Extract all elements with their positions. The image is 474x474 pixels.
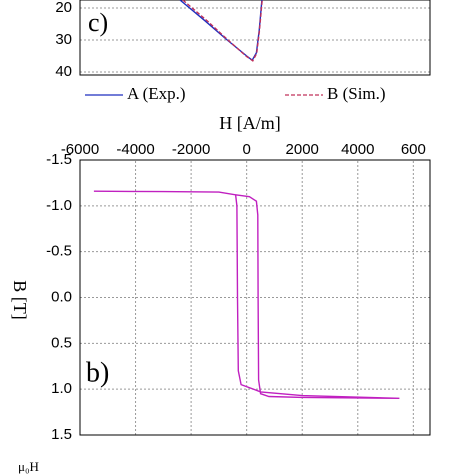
y-tick-label: 0.5 bbox=[51, 334, 72, 351]
x-tick-label: 600 bbox=[401, 141, 426, 158]
legend-label: B (Sim.) bbox=[327, 84, 386, 103]
y-tick-label: 20 bbox=[55, 0, 72, 16]
legend-label: A (Exp.) bbox=[127, 84, 186, 103]
plot-frame bbox=[79, 159, 431, 436]
plot-frame bbox=[79, 0, 431, 76]
x-tick-label: 0 bbox=[242, 141, 250, 158]
plot-lines bbox=[179, 0, 263, 62]
x-tick-label: -2000 bbox=[172, 141, 210, 158]
x-tick-label: 2000 bbox=[286, 141, 319, 158]
x-tick-label: 4000 bbox=[341, 141, 374, 158]
corner-label: μ₀H bbox=[18, 459, 39, 474]
y-tick-label: 30 bbox=[55, 31, 72, 48]
y-tick-label: 1.5 bbox=[51, 426, 72, 443]
y-tick-label: 0.0 bbox=[51, 288, 72, 305]
data-line bbox=[182, 0, 263, 62]
figure: 20 30 40 c) A (Exp.) B (Sim.) -1.5 -1.0 -0.5 0.0 0… bbox=[10, 0, 431, 474]
y-tick-label: 1.0 bbox=[51, 380, 72, 397]
y-axis-title: B [T] bbox=[10, 280, 30, 320]
y-tick-label: -1.0 bbox=[46, 197, 72, 214]
data-line bbox=[93, 190, 400, 399]
y-tick-label: 40 bbox=[55, 63, 72, 80]
panel-label: b) bbox=[86, 357, 109, 388]
x-axis-title: H [A/m] bbox=[219, 113, 281, 133]
plot-lines bbox=[93, 190, 400, 399]
x-tick-label: -4000 bbox=[116, 141, 154, 158]
y-tick-label: -1.5 bbox=[46, 151, 72, 168]
panel-label: c) bbox=[88, 8, 108, 37]
x-tick-label: -6000 bbox=[61, 141, 99, 158]
y-tick-label: -0.5 bbox=[46, 243, 72, 260]
